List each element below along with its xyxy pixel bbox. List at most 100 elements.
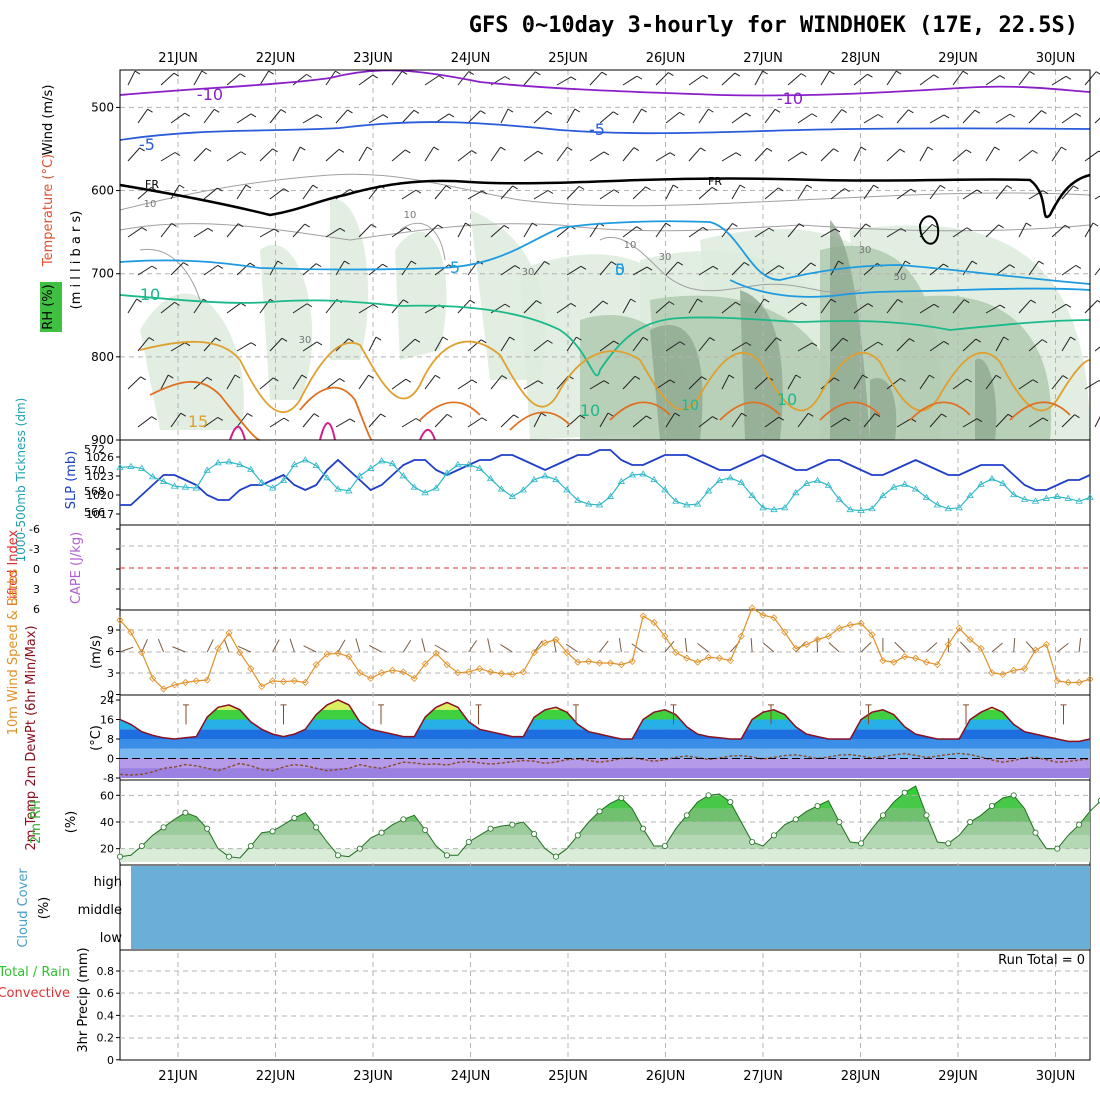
precip-axis-label: 3hr Precip (mm) bbox=[76, 947, 91, 1052]
wind-barb bbox=[929, 263, 944, 276]
wind-barb bbox=[962, 109, 976, 124]
wind-barb bbox=[302, 114, 318, 124]
wind-barb bbox=[127, 147, 140, 162]
wind-barb-flag bbox=[1041, 110, 1047, 115]
wind-barb-flag bbox=[405, 149, 411, 154]
wind-barb bbox=[731, 262, 745, 276]
wind-barb bbox=[797, 413, 809, 428]
wind-barb-flag bbox=[943, 114, 950, 119]
wind-barb-flag bbox=[1070, 336, 1076, 341]
wind-barb bbox=[787, 151, 803, 162]
wind-barb bbox=[236, 113, 252, 124]
wind-barb-flag bbox=[504, 76, 511, 80]
temperature-contour bbox=[149, 380, 1071, 441]
wind-barb bbox=[764, 265, 780, 276]
thickness-marker bbox=[977, 480, 985, 487]
contour-label: 15 bbox=[188, 412, 208, 431]
wind-barb-flag bbox=[512, 185, 518, 190]
wind-barb bbox=[698, 108, 709, 124]
wind-barb bbox=[754, 147, 768, 162]
wind-barb bbox=[698, 265, 714, 276]
wind-barb-flag bbox=[372, 74, 379, 79]
wind-barb bbox=[896, 188, 912, 200]
wind-barb-flag bbox=[348, 338, 354, 343]
thickness-marker bbox=[781, 504, 789, 511]
wind-barb bbox=[797, 262, 812, 276]
rh2m-marker bbox=[683, 812, 690, 819]
wind-barb bbox=[764, 416, 780, 428]
rh-shade-light bbox=[260, 244, 313, 400]
wind-barb-flag bbox=[576, 336, 582, 341]
wind-barb-flag bbox=[281, 337, 288, 342]
wind-barb-10m bbox=[664, 640, 675, 653]
wind10m-marker bbox=[737, 632, 745, 640]
rh-band bbox=[120, 808, 1090, 822]
wind10m-marker bbox=[912, 654, 920, 662]
day-label-top: 25JUN bbox=[548, 51, 588, 66]
thickness-marker bbox=[257, 478, 266, 485]
contour-label: 30 bbox=[859, 245, 872, 256]
wind-barb-flag bbox=[280, 109, 287, 114]
wind-barb-flag bbox=[743, 262, 750, 266]
wind-barb-flag bbox=[481, 190, 488, 195]
rh2m-marker bbox=[1010, 792, 1017, 799]
wind-barb-flag bbox=[547, 339, 553, 344]
wind10m-marker bbox=[138, 648, 146, 657]
wind-barb bbox=[886, 377, 901, 390]
wind-barb-flag bbox=[607, 412, 614, 417]
rh2m-marker bbox=[988, 803, 995, 810]
day-label-top: 23JUN bbox=[353, 51, 393, 66]
contour-label: 30 bbox=[299, 335, 312, 346]
wind-barb-10m bbox=[172, 646, 186, 653]
wind-barb-flag bbox=[897, 299, 903, 303]
rh2m-marker bbox=[814, 803, 821, 810]
wind-barb-10m bbox=[1056, 642, 1069, 653]
wind-barb bbox=[203, 109, 215, 124]
wind-barb-flag bbox=[612, 111, 619, 116]
wind-barb-flag bbox=[735, 152, 742, 157]
wind-barb-flag bbox=[1065, 75, 1072, 80]
thickness-marker bbox=[1031, 497, 1040, 504]
contour-label: 10 bbox=[624, 240, 637, 251]
wind-barb-flag bbox=[401, 70, 408, 75]
wind-barb bbox=[335, 418, 351, 428]
wind-barb bbox=[500, 108, 509, 124]
wind-barb-flag bbox=[141, 227, 148, 231]
wind-barb-flag bbox=[247, 412, 253, 417]
rh-axis-label: RH (%) bbox=[41, 284, 56, 329]
wind-barb-10m bbox=[487, 638, 492, 653]
thickness-marker bbox=[1086, 493, 1094, 500]
wind10m-marker bbox=[1053, 677, 1061, 685]
wind-barb-10m bbox=[618, 638, 622, 653]
thickness-marker bbox=[574, 496, 582, 503]
rh2m-marker bbox=[160, 824, 167, 831]
thickness-marker bbox=[116, 463, 124, 470]
wind-barb-flag bbox=[1075, 264, 1082, 269]
wind-barb-flag bbox=[507, 108, 514, 113]
wind10m-marker bbox=[944, 640, 952, 648]
wind10m-marker bbox=[988, 669, 996, 677]
wind-barb bbox=[160, 72, 175, 86]
wind-barb-flag bbox=[174, 152, 181, 156]
pressure-tick-label: 800 bbox=[91, 350, 114, 364]
rh2m-tick: 40 bbox=[100, 816, 114, 829]
rh2m-marker bbox=[618, 795, 625, 802]
wind10m-marker bbox=[367, 674, 375, 682]
wind-barb-10m bbox=[762, 642, 775, 653]
wind10m-marker bbox=[617, 661, 625, 669]
wind-barb bbox=[160, 223, 172, 238]
wind10m-marker bbox=[269, 677, 277, 685]
wind-barb bbox=[566, 265, 582, 276]
wind10m-marker bbox=[486, 668, 495, 676]
wind-barb-flag bbox=[745, 112, 752, 117]
wind-barb-flag bbox=[315, 263, 322, 268]
thickness-marker bbox=[683, 501, 691, 508]
rh2m-marker bbox=[836, 819, 843, 826]
wind-barb-flag bbox=[178, 184, 185, 189]
thickness-marker bbox=[323, 474, 331, 481]
wind-barb bbox=[721, 72, 736, 86]
wind-barb-flag bbox=[634, 375, 641, 380]
lifted-tick: -6 bbox=[29, 523, 40, 536]
contour-label: -10 bbox=[197, 85, 223, 104]
wind-barb-flag bbox=[442, 336, 449, 341]
